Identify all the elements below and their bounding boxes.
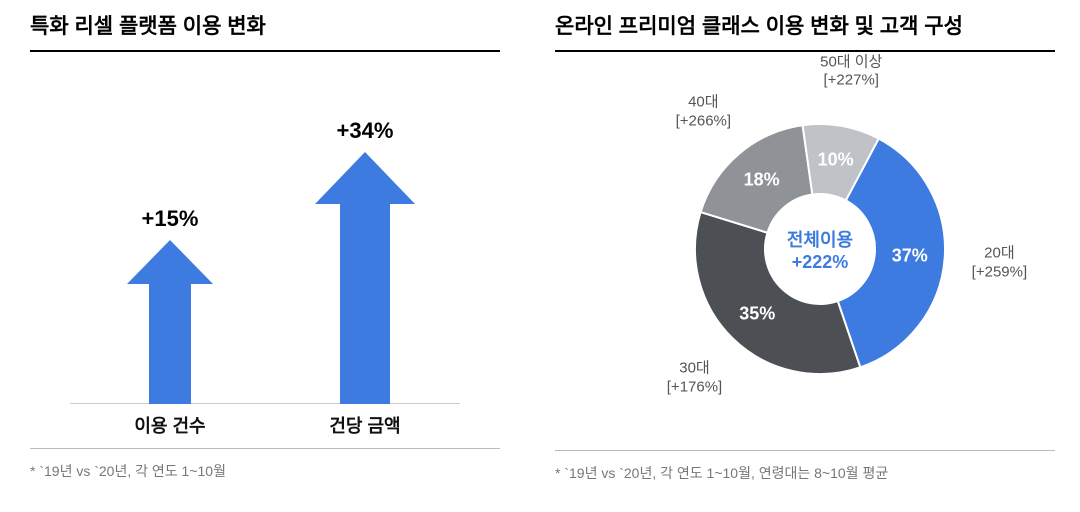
arrow-axis-label-1: 건당 금액 [285,412,445,438]
left-title: 특화 리셀 플랫폼 이용 변화 [30,10,500,50]
arrow-value-0: +15% [110,206,230,232]
arrow-svg-1 [315,152,415,404]
left-footnote: * `19년 vs `20년, 각 연도 1~10월 [30,461,500,481]
arrows-area: +15% 이용 건수 +34% 건당 금액 [30,82,500,442]
donut-ext-line2-3: [+227%] [820,72,882,91]
right-footnote: * `19년 vs `20년, 각 연도 1~10월, 연령대는 8~10월 평… [555,463,1055,483]
donut-area: 전체이용 +222% 37%20대[+259%]35%30대[+176%]18%… [555,64,1055,444]
right-title-rule [555,50,1055,52]
donut-ext-label-3: 50대 이상[+227%] [820,53,882,91]
left-bottom-rule [30,448,500,449]
arrow-value-1: +34% [305,118,425,144]
donut-chart [695,124,945,374]
arrow-svg-0 [127,240,213,404]
donut-ext-line1-0: 20대 [972,245,1027,264]
arrow-0: +15% [110,206,230,404]
left-title-rule [30,50,500,52]
right-bottom-rule [555,450,1055,451]
left-panel: 특화 리셀 플랫폼 이용 변화 +15% 이용 건수 +34% 건당 금액 * `19… [30,10,500,500]
arrow-axis-label-0: 이용 건수 [90,412,250,438]
donut-ext-label-0: 20대[+259%] [972,245,1027,283]
arrow-1: +34% [305,118,425,404]
donut-hole [765,194,875,304]
donut-ext-line2-0: [+259%] [972,263,1027,282]
donut-ext-line1-2: 40대 [676,93,731,112]
donut-ext-line2-1: [+176%] [667,378,722,397]
donut-ext-line1-3: 50대 이상 [820,53,882,72]
right-panel: 온라인 프리미엄 클래스 이용 변화 및 고객 구성 전체이용 +222% 37… [555,10,1055,500]
right-title: 온라인 프리미엄 클래스 이용 변화 및 고객 구성 [555,10,1055,50]
